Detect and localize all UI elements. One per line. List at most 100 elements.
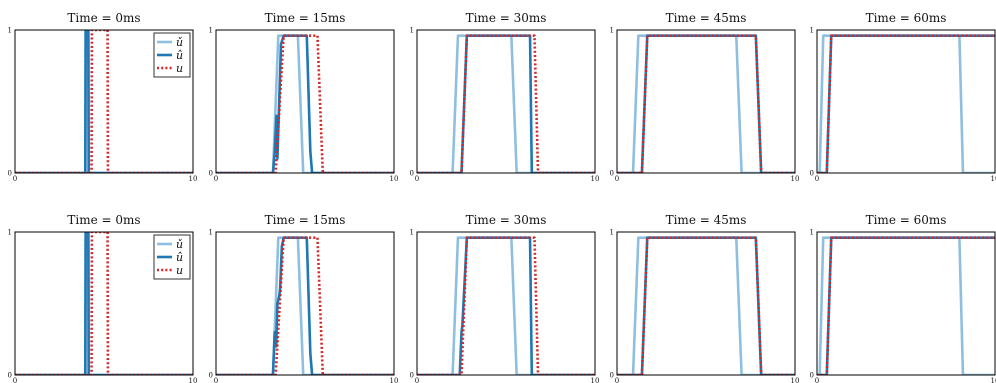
y-tick-label: 1 <box>410 27 414 35</box>
y-tick-label: 1 <box>8 229 12 237</box>
chart-title: Time = 45ms <box>666 213 747 227</box>
x-tick-label: 0 <box>214 175 218 183</box>
y-tick-label: 0 <box>8 170 12 178</box>
chart-panel: Time = 60ms 0 10 0 1 <box>810 11 996 183</box>
plot-area <box>617 34 795 173</box>
chart-panel: Time = 0ms 0 10 0 1 ǔûu <box>8 213 198 383</box>
series-line-u-hat <box>817 236 995 375</box>
legend-label: u <box>176 264 183 277</box>
x-tick-label: 0 <box>415 175 419 183</box>
x-tick-label: 0 <box>615 175 619 183</box>
series-line-u-hat <box>617 34 795 173</box>
axes-frame <box>215 231 395 376</box>
y-tick-label: 0 <box>410 170 414 178</box>
chart-title: Time = 30ms <box>466 213 547 227</box>
y-tick-label: 0 <box>810 372 814 380</box>
y-tick-label: 1 <box>610 229 614 237</box>
chart-panel: Time = 30ms 0 10 0 1 <box>410 213 600 383</box>
y-tick-label: 1 <box>810 229 814 237</box>
y-tick-label: 1 <box>209 27 213 35</box>
axes-frame <box>416 231 596 376</box>
chart-panel: Time = 45ms 0 10 0 1 <box>610 11 800 183</box>
y-tick-label: 0 <box>610 170 614 178</box>
y-tick-label: 0 <box>410 372 414 380</box>
x-tick-label: 0 <box>415 377 419 383</box>
series-line-u <box>817 236 995 375</box>
axes-frame <box>816 231 996 376</box>
y-tick-label: 1 <box>610 27 614 35</box>
legend: ǔûu <box>153 32 191 78</box>
series-line-u-hat <box>617 236 795 375</box>
axes-frame <box>416 29 596 174</box>
y-tick-label: 1 <box>209 229 213 237</box>
y-tick-label: 1 <box>810 27 814 35</box>
chart-panel: Time = 45ms 0 10 0 1 <box>610 213 800 383</box>
chart-title: Time = 0ms <box>67 213 140 227</box>
series-line-u-check <box>417 236 595 375</box>
series-line-u <box>817 34 995 173</box>
legend-label: ǔ <box>176 238 183 251</box>
chart-title: Time = 0ms <box>67 11 140 25</box>
x-tick-label: 0 <box>13 377 17 383</box>
plot-area <box>617 236 795 375</box>
y-tick-label: 0 <box>8 372 12 380</box>
x-tick-label: 10 <box>189 377 198 383</box>
series-line-u-hat <box>817 34 995 173</box>
axes-frame <box>215 29 395 174</box>
series-line-u <box>216 34 394 173</box>
x-tick-label: 10 <box>591 377 600 383</box>
y-tick-label: 0 <box>610 372 614 380</box>
series-line-u-hat <box>216 236 394 375</box>
x-tick-label: 10 <box>390 175 399 183</box>
axes-frame <box>816 29 996 174</box>
chart-title: Time = 30ms <box>466 11 547 25</box>
y-tick-label: 1 <box>8 27 12 35</box>
chart-panel: Time = 0ms 0 10 0 1 ǔûu <box>8 11 198 183</box>
chart-panel: Time = 60ms 0 10 0 1 <box>810 213 996 383</box>
series-line-u-hat <box>417 34 595 173</box>
x-tick-label: 0 <box>13 175 17 183</box>
x-tick-label: 10 <box>791 175 800 183</box>
x-tick-label: 0 <box>214 377 218 383</box>
plot-area <box>817 34 995 173</box>
plot-area <box>417 34 595 173</box>
series-line-u-check <box>817 34 995 173</box>
series-line-u <box>216 236 394 375</box>
x-tick-label: 10 <box>189 175 198 183</box>
chart-title: Time = 15ms <box>265 213 346 227</box>
x-tick-label: 0 <box>815 175 819 183</box>
y-tick-label: 0 <box>209 372 213 380</box>
series-line-u-hat <box>216 34 394 173</box>
x-tick-label: 10 <box>991 377 996 383</box>
axes-frame <box>616 29 796 174</box>
chart-title: Time = 60ms <box>866 213 947 227</box>
chart-panel: Time = 15ms 0 10 0 1 <box>209 11 399 183</box>
axes-frame <box>14 231 194 376</box>
y-tick-label: 0 <box>810 170 814 178</box>
x-tick-label: 10 <box>991 175 996 183</box>
chart-panel: Time = 15ms 0 10 0 1 <box>209 213 399 383</box>
legend-label: û <box>176 49 183 62</box>
y-tick-label: 1 <box>410 229 414 237</box>
chart-title: Time = 60ms <box>866 11 947 25</box>
series-line-u <box>417 34 595 173</box>
axes-frame <box>14 29 194 174</box>
series-line-u-check <box>817 236 995 375</box>
plot-area <box>216 236 394 375</box>
series-line-u <box>417 236 595 375</box>
x-tick-label: 10 <box>791 377 800 383</box>
x-tick-label: 0 <box>815 377 819 383</box>
chart-panel: Time = 30ms 0 10 0 1 <box>410 11 600 183</box>
series-line-u-hat <box>417 236 595 375</box>
axes-frame <box>616 231 796 376</box>
legend-label: ǔ <box>176 36 183 49</box>
x-tick-label: 10 <box>390 377 399 383</box>
legend: ǔûu <box>153 234 191 280</box>
series-line-u-check <box>417 34 595 173</box>
series-line-u-check <box>216 34 394 173</box>
x-tick-label: 0 <box>615 377 619 383</box>
chart-title: Time = 15ms <box>265 11 346 25</box>
legend-label: û <box>176 251 183 264</box>
legend-label: u <box>176 62 183 75</box>
